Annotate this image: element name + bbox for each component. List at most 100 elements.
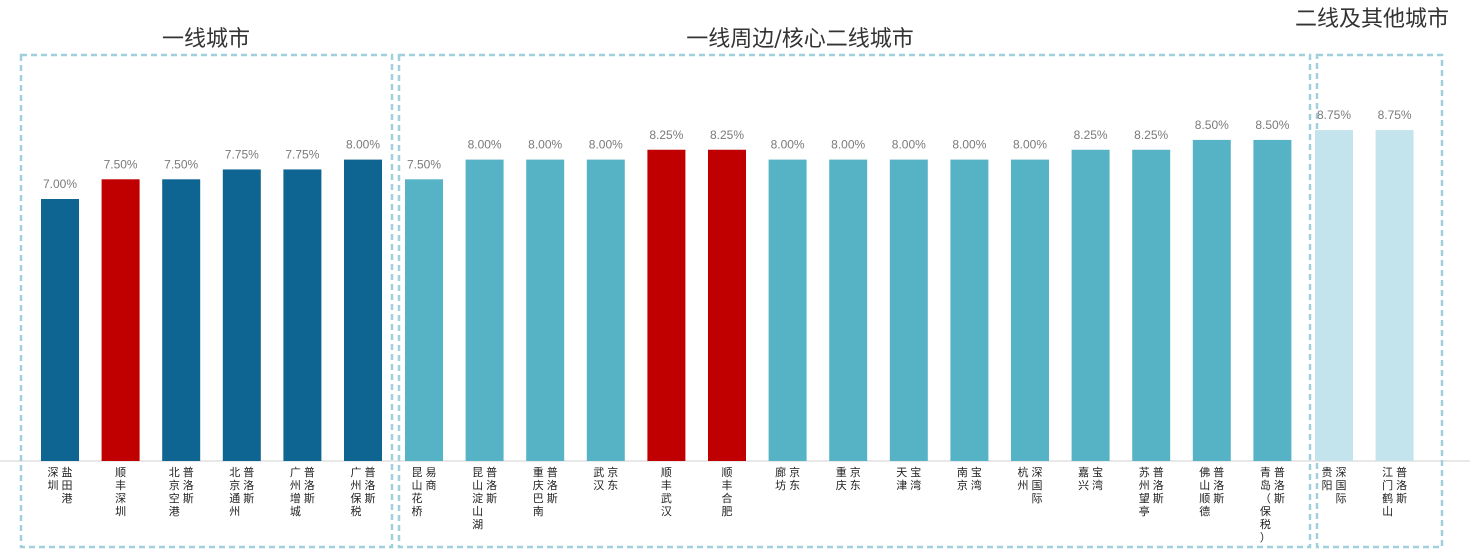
value-label-2-1: 7.50%	[407, 157, 441, 171]
bar-2-15	[1253, 139, 1292, 461]
category-char-2-11: 际	[1032, 492, 1043, 505]
category-char-1-3: 普	[183, 465, 194, 479]
category-char-2-13: 普	[1153, 465, 1164, 479]
category-char-2-5: 汉	[661, 505, 672, 518]
category-char-2-3: 重	[533, 465, 544, 479]
category-char-2-4: 武	[593, 466, 604, 479]
category-char-1-3: 空	[169, 491, 180, 505]
group-box-2	[397, 53, 1312, 549]
category-char-1-1: 圳	[48, 479, 59, 492]
category-char-2-8: 重	[836, 465, 847, 479]
category-char-2-13: 州	[1139, 479, 1150, 492]
category-char-1-4: 斯	[243, 492, 254, 505]
bar-1-5	[283, 169, 322, 461]
category-char-2-11: 州	[1018, 479, 1029, 492]
category-char-2-1: 易	[426, 466, 437, 479]
category-char-1-3: 京	[169, 478, 180, 492]
value-label-2-6: 8.25%	[710, 128, 744, 142]
bar-2-1	[405, 179, 443, 462]
category-char-1-4: 京	[229, 478, 240, 492]
category-char-2-2: 斯	[486, 492, 497, 505]
category-char-2-13: 苏	[1139, 466, 1150, 479]
category-char-2-15: 青	[1260, 466, 1271, 479]
category-char-2-1: 花	[412, 492, 423, 505]
category-char-2-7: 东	[789, 479, 800, 492]
category-char-2-4: 京	[607, 465, 618, 479]
value-label-2-15: 8.50%	[1255, 118, 1289, 132]
category-char-1-2: 深	[115, 492, 126, 505]
bar-2-9	[889, 159, 928, 461]
category-char-2-5: 丰	[661, 479, 672, 492]
bar-2-12	[1071, 149, 1110, 461]
category-char-1-4: 州	[229, 505, 240, 518]
bar-2-5	[647, 149, 686, 461]
bar-1-4	[222, 169, 261, 461]
category-char-1-6: 斯	[365, 492, 376, 505]
value-label-1-3: 7.50%	[164, 157, 198, 171]
category-char-2-2: 洛	[486, 478, 497, 492]
category-char-1-4: 普	[243, 465, 254, 479]
value-label-1-5: 7.75%	[285, 147, 319, 161]
value-label-2-5: 8.25%	[649, 128, 683, 142]
category-char-2-4: 汉	[593, 479, 604, 492]
category-char-2-15: 斯	[1274, 492, 1285, 505]
category-char-1-1: 深	[48, 466, 59, 479]
category-char-1-3: 北	[169, 466, 180, 479]
category-char-2-13: 洛	[1153, 478, 1164, 492]
value-label-3-2: 8.75%	[1378, 108, 1412, 122]
category-char-2-11: 国	[1032, 479, 1043, 492]
category-char-2-15: 岛	[1260, 478, 1271, 492]
category-char-2-14: 顺	[1199, 492, 1210, 505]
category-char-1-6: 保	[351, 491, 362, 505]
category-char-3-1: 际	[1336, 492, 1347, 505]
category-char-2-6: 肥	[722, 505, 733, 518]
category-char-1-6: 州	[351, 479, 362, 492]
value-label-2-7: 8.00%	[771, 138, 805, 152]
category-char-2-6: 丰	[722, 479, 733, 492]
category-char-1-2: 丰	[115, 479, 126, 492]
category-char-2-7: 坊	[775, 478, 786, 492]
group-title-2: 一线周边/核心二线城市	[686, 27, 913, 52]
category-char-2-14: 普	[1213, 465, 1224, 479]
category-char-2-5: 武	[661, 492, 672, 505]
category-char-2-9: 津	[896, 479, 907, 492]
category-char-2-9: 宝	[910, 465, 921, 479]
category-char-2-15: （	[1260, 492, 1271, 505]
bar-1-3	[162, 179, 201, 462]
category-char-1-3: 港	[169, 505, 180, 518]
category-char-2-14: 德	[1199, 504, 1210, 518]
category-char-1-4: 通	[229, 492, 240, 505]
bar-2-2	[465, 159, 504, 461]
value-label-2-14: 8.50%	[1195, 118, 1229, 132]
value-label-2-3: 8.00%	[528, 138, 562, 152]
category-char-2-2: 湖	[472, 518, 483, 531]
category-char-2-10: 京	[957, 478, 968, 492]
category-char-3-2: 山	[1382, 505, 1393, 518]
category-char-2-10: 宝	[971, 465, 982, 479]
category-char-2-15: 税	[1260, 517, 1271, 531]
category-char-2-15: 保	[1260, 504, 1271, 518]
category-char-3-1: 深	[1336, 466, 1347, 479]
category-char-2-13: 斯	[1153, 492, 1164, 505]
category-char-1-5: 洛	[304, 478, 315, 492]
category-char-1-3: 洛	[183, 478, 194, 492]
value-label-2-8: 8.00%	[831, 138, 865, 152]
category-char-2-1: 昆	[412, 466, 423, 479]
category-char-1-6: 洛	[365, 478, 376, 492]
category-char-1-1: 盐	[62, 466, 73, 479]
category-char-2-13: 亭	[1139, 504, 1150, 518]
category-char-1-4: 洛	[243, 478, 254, 492]
category-char-2-12: 兴	[1078, 479, 1089, 492]
category-char-2-14: 佛	[1199, 466, 1210, 479]
category-char-2-1: 山	[412, 479, 423, 492]
category-char-2-10: 湾	[971, 478, 982, 492]
category-char-2-11: 深	[1032, 466, 1043, 479]
category-char-3-2: 门	[1382, 478, 1393, 492]
bar-3-1	[1315, 130, 1353, 462]
category-char-3-2: 鹤	[1382, 491, 1393, 505]
bar-2-10	[950, 159, 989, 461]
bar-1-6	[344, 159, 382, 461]
value-label-2-10: 8.00%	[952, 138, 986, 152]
category-char-2-8: 京	[850, 465, 861, 479]
